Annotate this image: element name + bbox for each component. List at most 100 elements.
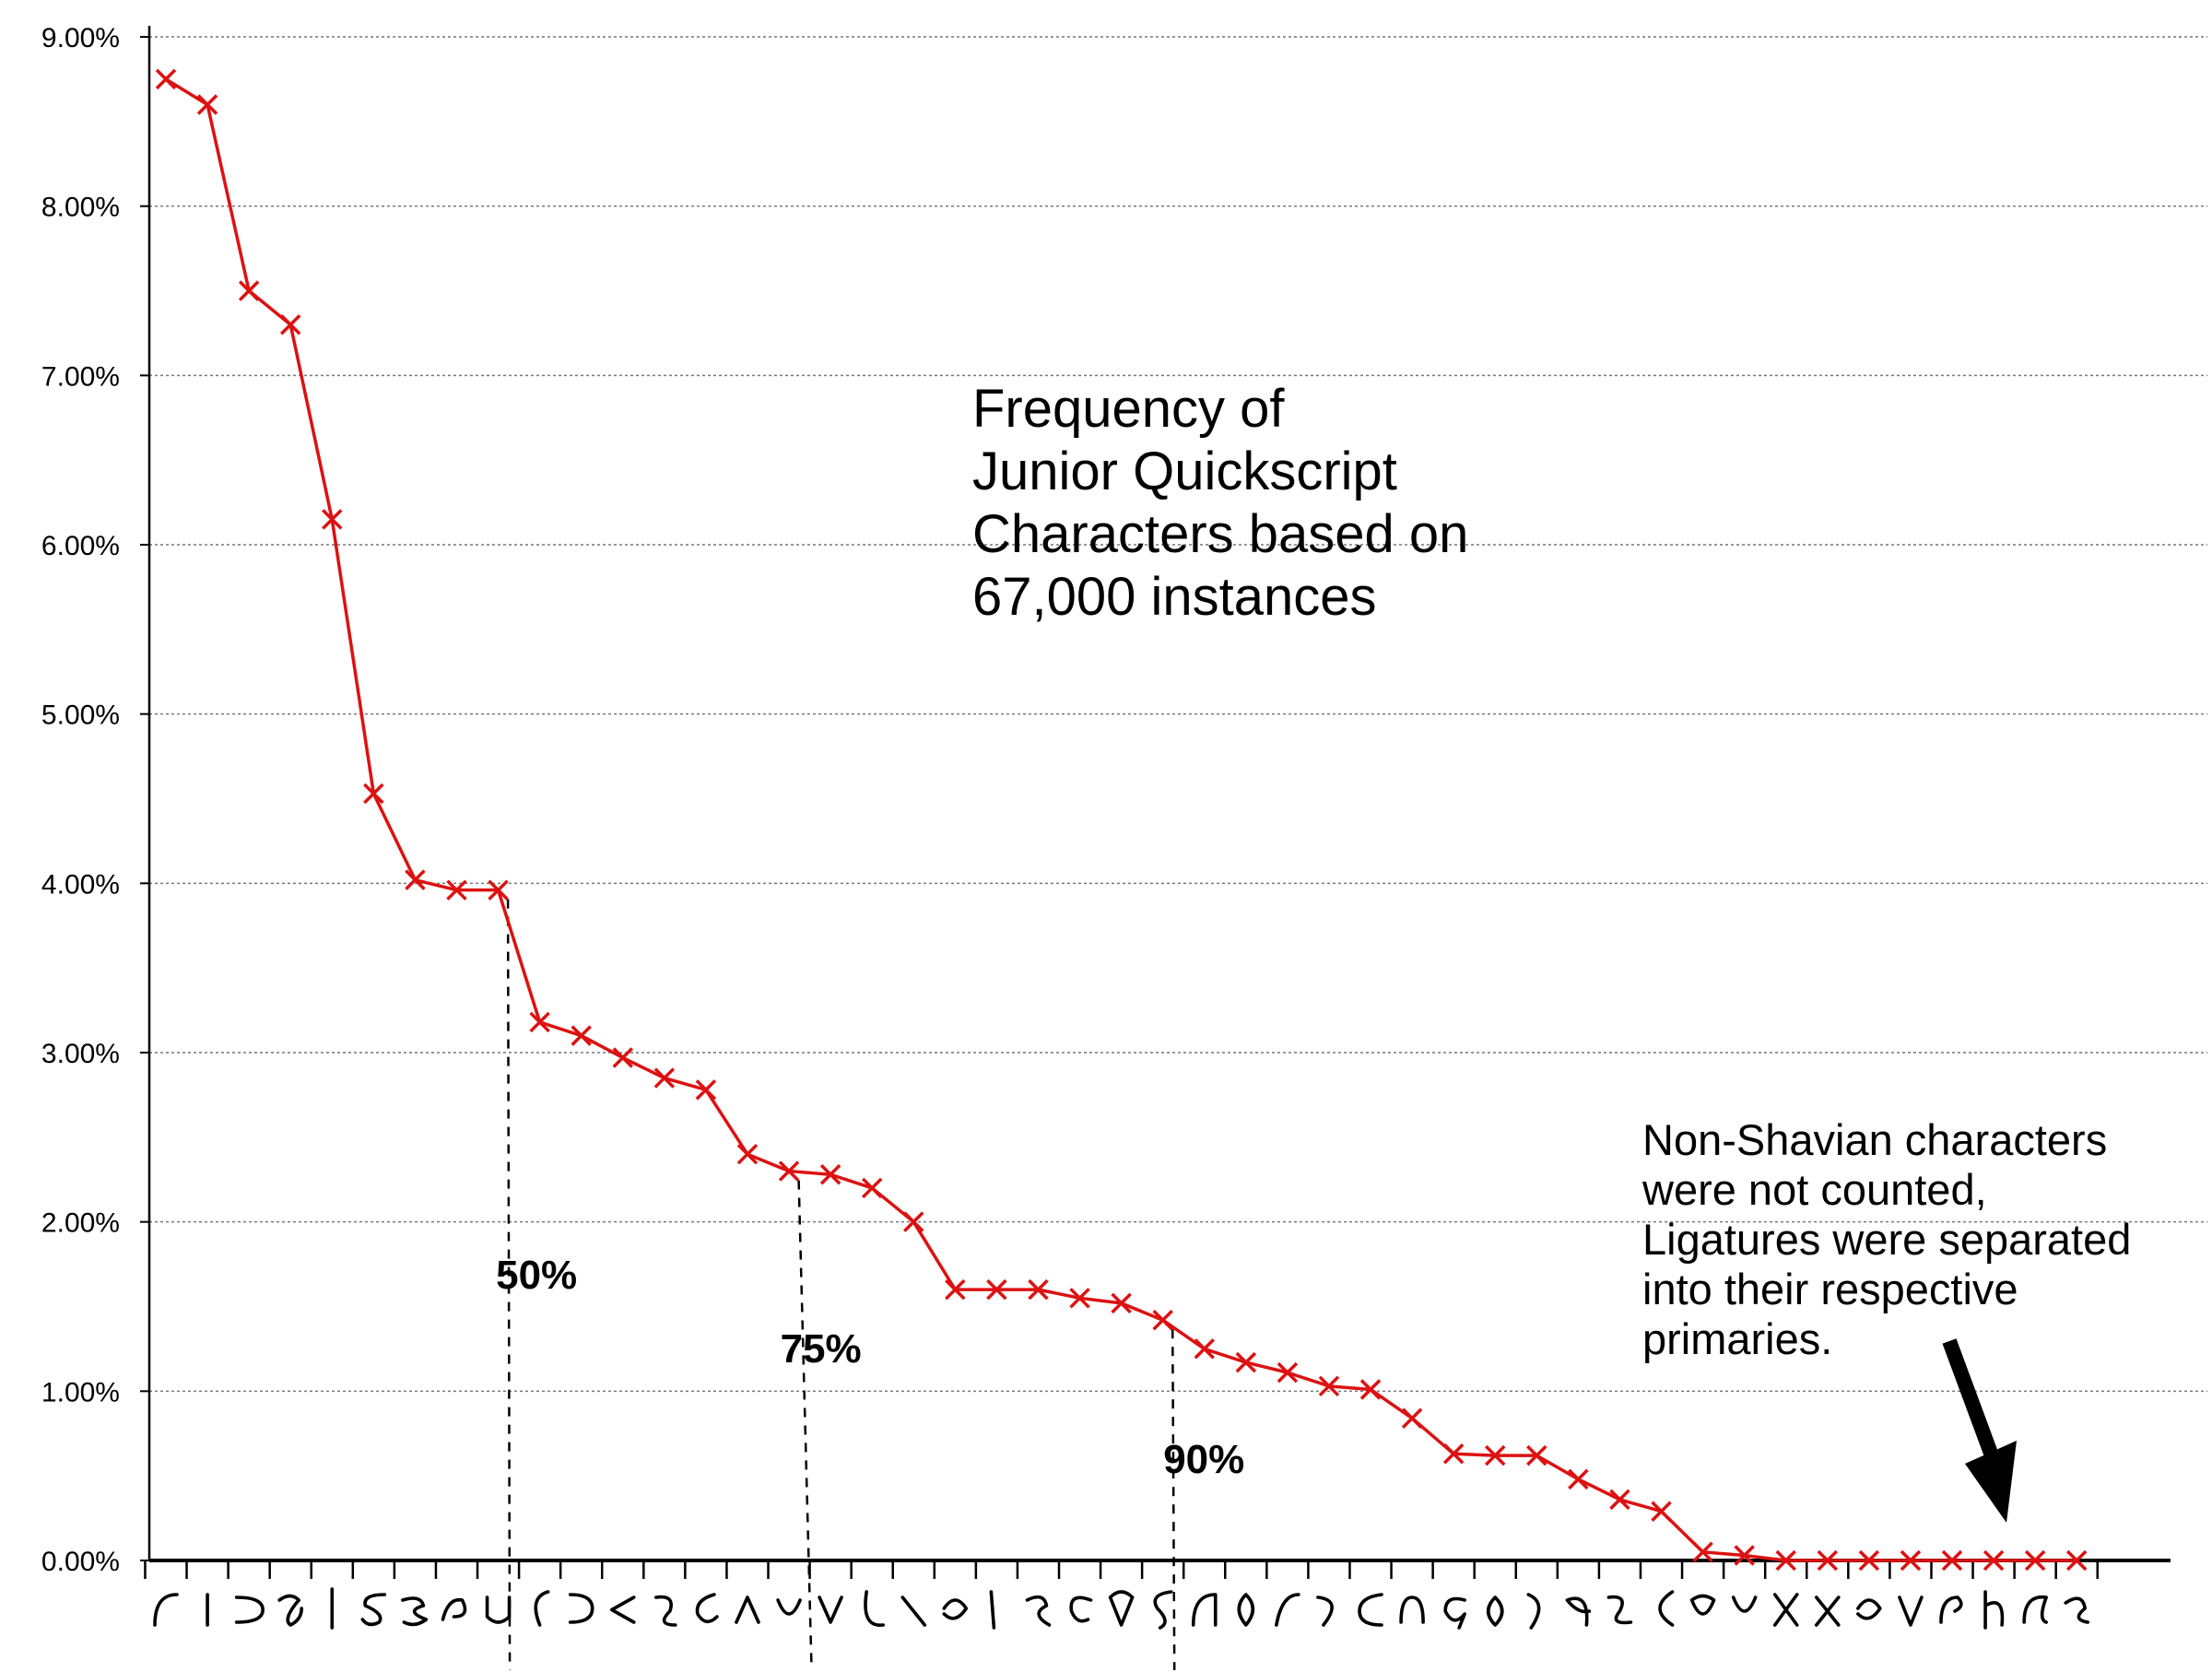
- x-axis-glyph: [1316, 1595, 1334, 1627]
- data-point-stroke: [529, 1011, 550, 1033]
- data-point: [653, 1067, 676, 1089]
- data-point: [1568, 1468, 1589, 1490]
- frequency-series: [155, 68, 2088, 1572]
- data-point: [446, 879, 467, 901]
- y-tick-label: 6.00%: [41, 531, 120, 561]
- x-axis-glyph: [1606, 1595, 1633, 1625]
- y-tick-label: 3.00%: [41, 1039, 120, 1069]
- data-point-stroke: [819, 1164, 841, 1185]
- x-axis-glyph: [1399, 1595, 1425, 1624]
- x-axis-glyph: [1069, 1595, 1093, 1623]
- data-point-stroke: [196, 94, 218, 115]
- data-point-stroke: [1277, 1361, 1299, 1384]
- x-axis-glyph: [2064, 1596, 2090, 1624]
- x-axis-glyph: [735, 1595, 760, 1624]
- data-point: [695, 1079, 717, 1101]
- x-axis-glyph: [1191, 1593, 1218, 1627]
- data-point: [1442, 1443, 1465, 1465]
- data-point: [1277, 1361, 1299, 1384]
- x-axis-glyph: [401, 1596, 429, 1627]
- data-point-stroke: [155, 68, 177, 90]
- data-point-stroke: [1069, 1288, 1090, 1309]
- note-line: into their respective: [1642, 1265, 2018, 1313]
- y-tick-label: 8.00%: [41, 193, 120, 223]
- x-axis-glyph: [277, 1594, 304, 1627]
- data-point: [2065, 1549, 2088, 1572]
- data-point: [736, 1143, 759, 1165]
- data-point: [1900, 1549, 1922, 1572]
- data-point: [903, 1211, 924, 1232]
- data-point: [1111, 1292, 1132, 1314]
- data-point-stroke: [1775, 1549, 1796, 1572]
- data-point: [1401, 1407, 1423, 1429]
- x-axis-glyph: [1658, 1590, 1675, 1627]
- x-axis-glyph: [1275, 1593, 1300, 1627]
- note-line: primaries.: [1642, 1314, 1833, 1363]
- cumulative-marker-label: 75%: [781, 1326, 862, 1372]
- note-line: Non-Shavian characters: [1642, 1115, 2108, 1164]
- axes: 0.00% 1.00% 2.00% 3.00% 4.00% 5.00% 6.00% 7.00%…: [41, 23, 2171, 1579]
- data-point: [612, 1047, 634, 1068]
- data-point: [279, 313, 301, 336]
- data-point: [1775, 1549, 1796, 1572]
- y-tick-label: 5.00%: [41, 701, 120, 731]
- data-point-stroke: [279, 313, 301, 336]
- y-tick-label: 9.00%: [41, 23, 120, 53]
- data-point: [1194, 1338, 1215, 1360]
- x-axis-glyph: [1443, 1596, 1466, 1630]
- data-point-stroke: [1235, 1351, 1257, 1373]
- data-point: [322, 509, 343, 530]
- x-axis-glyph: [1731, 1595, 1758, 1613]
- data-point-stroke: [1442, 1443, 1465, 1465]
- title-line: Characters based on: [972, 504, 1469, 564]
- data-point-stroke: [1817, 1549, 1839, 1572]
- x-axis-glyph: [989, 1590, 996, 1630]
- data-point-stroke: [695, 1079, 717, 1101]
- x-axis-glyph: [1898, 1595, 1924, 1627]
- data-point-stroke: [1485, 1444, 1506, 1466]
- data-point: [363, 783, 384, 805]
- x-axis-glyph: [695, 1593, 719, 1624]
- y-tick-label: 2.00%: [41, 1208, 120, 1239]
- data-point-stroke: [363, 783, 384, 805]
- x-axis-glyph: [1108, 1590, 1135, 1627]
- data-point: [819, 1164, 841, 1185]
- data-point: [196, 94, 218, 115]
- data-point: [1028, 1278, 1049, 1301]
- cumulative-marker-line: [1171, 1329, 1176, 1671]
- data-point: [986, 1278, 1007, 1301]
- x-axis-glyph: [441, 1597, 467, 1621]
- data-point: [945, 1278, 966, 1301]
- data-point-stroke: [945, 1278, 966, 1301]
- data-point-stroke: [322, 509, 343, 530]
- data-point-stroke: [488, 879, 509, 901]
- data-point-stroke: [986, 1278, 1007, 1301]
- data-point-stroke: [1651, 1501, 1672, 1522]
- y-tick-label: 0.00%: [41, 1547, 120, 1577]
- data-point-stroke: [1152, 1309, 1173, 1331]
- note-line: Ligatures were separated: [1642, 1215, 2132, 1264]
- data-point-stroke: [1526, 1444, 1547, 1466]
- note-arrow: [1942, 1338, 2017, 1523]
- data-point-stroke: [405, 869, 426, 890]
- x-axis-glyph: [1983, 1590, 2005, 1630]
- x-axis-glyph: [1772, 1593, 1799, 1627]
- x-axis-glyph: [864, 1590, 885, 1627]
- x-axis-glyph: [1689, 1594, 1716, 1616]
- data-point-stroke: [1028, 1278, 1049, 1301]
- x-axis-glyph: [568, 1593, 594, 1624]
- data-point: [2024, 1549, 2046, 1572]
- data-point-stroke: [861, 1177, 883, 1199]
- cumulative-markers: 50% 75% 90%: [496, 899, 1244, 1671]
- x-axis-glyph: [1856, 1598, 1882, 1620]
- chart-title: Frequency of Junior Quickscript Characte…: [972, 378, 1468, 629]
- data-point-stroke: [2065, 1549, 2088, 1572]
- data-point-stroke: [1692, 1541, 1713, 1563]
- x-axis-glyph: [1358, 1593, 1383, 1627]
- data-point-stroke: [1401, 1407, 1423, 1429]
- data-point-stroke: [1858, 1549, 1880, 1572]
- data-point: [488, 879, 509, 901]
- data-point: [1734, 1545, 1755, 1566]
- data-point: [1858, 1549, 1880, 1572]
